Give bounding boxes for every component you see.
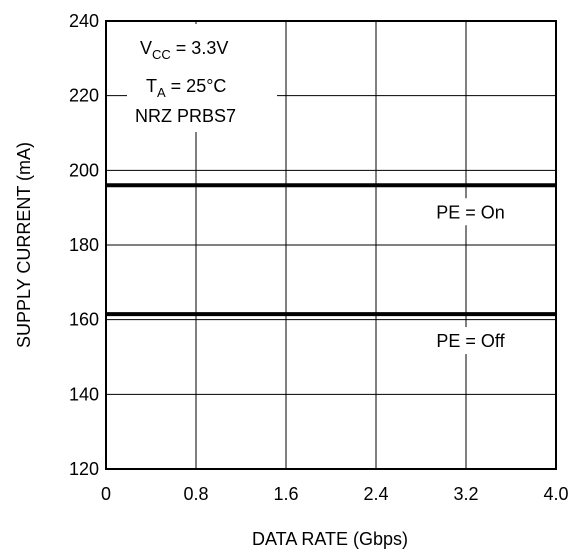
conditions-background	[127, 24, 277, 132]
x-tick-label: 3.2	[453, 484, 478, 504]
ta-condition: TA = 25°C	[146, 76, 226, 100]
series-label: PE = On	[436, 202, 505, 222]
x-tick-label: 0	[101, 484, 111, 504]
y-tick-label: 240	[69, 11, 99, 31]
pattern-condition: NRZ PRBS7	[135, 106, 236, 126]
conditions-box: VCC = 3.3V TA = 25°C NRZ PRBS7	[127, 24, 277, 132]
y-tick-label: 160	[69, 310, 99, 330]
series-label-background	[410, 327, 531, 355]
ta-sub: A	[157, 85, 166, 100]
x-axis-title: DATA RATE (Gbps)	[252, 529, 408, 549]
x-tick-label: 1.6	[273, 484, 298, 504]
y-axis-title: SUPPLY CURRENT (mA)	[14, 142, 34, 348]
series-label: PE = Off	[436, 331, 505, 351]
vcc-condition: VCC = 3.3V	[140, 38, 228, 62]
y-tick-label: 140	[69, 384, 99, 404]
y-tick-label: 180	[69, 235, 99, 255]
vcc-main: V	[140, 38, 152, 58]
tick-labels: 0 0.8 1.6 2.4 3.2 4.0 120 140 160 180 200 220 240	[69, 11, 569, 504]
ta-main: T	[146, 76, 157, 96]
y-tick-label: 200	[69, 160, 99, 180]
y-tick-label: 120	[69, 459, 99, 479]
y-tick-label: 220	[69, 86, 99, 106]
x-tick-label: 0.8	[183, 484, 208, 504]
ta-value: = 25°C	[166, 76, 227, 96]
vcc-value: = 3.3V	[171, 38, 229, 58]
x-tick-label: 4.0	[543, 484, 568, 504]
series-label-background	[410, 198, 531, 226]
grid-lines	[106, 21, 556, 469]
x-tick-label: 2.4	[363, 484, 388, 504]
plot-frame	[105, 20, 557, 470]
vcc-sub: CC	[152, 47, 171, 62]
series-labels: PE = On PE = Off	[410, 198, 531, 355]
series-lines	[106, 183, 556, 317]
